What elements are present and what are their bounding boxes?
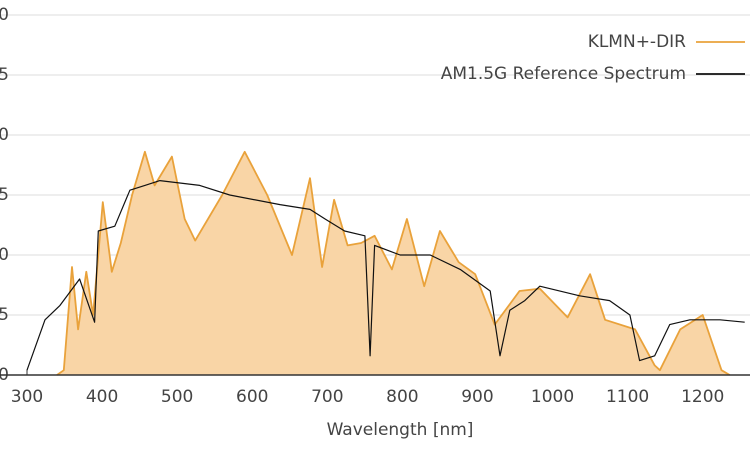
x-tick-label: 400	[86, 387, 118, 407]
y-tick-label: 0	[0, 5, 9, 25]
y-tick-label: 5	[0, 65, 9, 85]
x-tick-label: 600	[236, 387, 268, 407]
line	[56, 150, 731, 376]
area	[57, 151, 730, 375]
legend-label: AM1.5G Reference Spectrum	[441, 64, 686, 84]
y-tick-label: 0	[0, 245, 9, 265]
y-tick-label: 5	[0, 185, 9, 205]
x-tick-label: 500	[161, 387, 193, 407]
y-tick-label: 0	[0, 125, 9, 145]
x-tick-label: 700	[311, 387, 343, 407]
x-tick-label: 1000	[531, 387, 574, 407]
x-tick-label: 1200	[681, 387, 724, 407]
x-tick-label: 900	[461, 387, 493, 407]
x-tick-label: 1100	[606, 387, 649, 407]
legend-label: KLMN+-DIR	[588, 32, 686, 52]
x-axis-label: Wavelength [nm]	[327, 420, 474, 440]
line	[26, 180, 745, 371]
x-tick-label: 300	[11, 387, 43, 407]
x-tick-label: 800	[386, 387, 418, 407]
y-tick-label: 5	[0, 305, 9, 325]
